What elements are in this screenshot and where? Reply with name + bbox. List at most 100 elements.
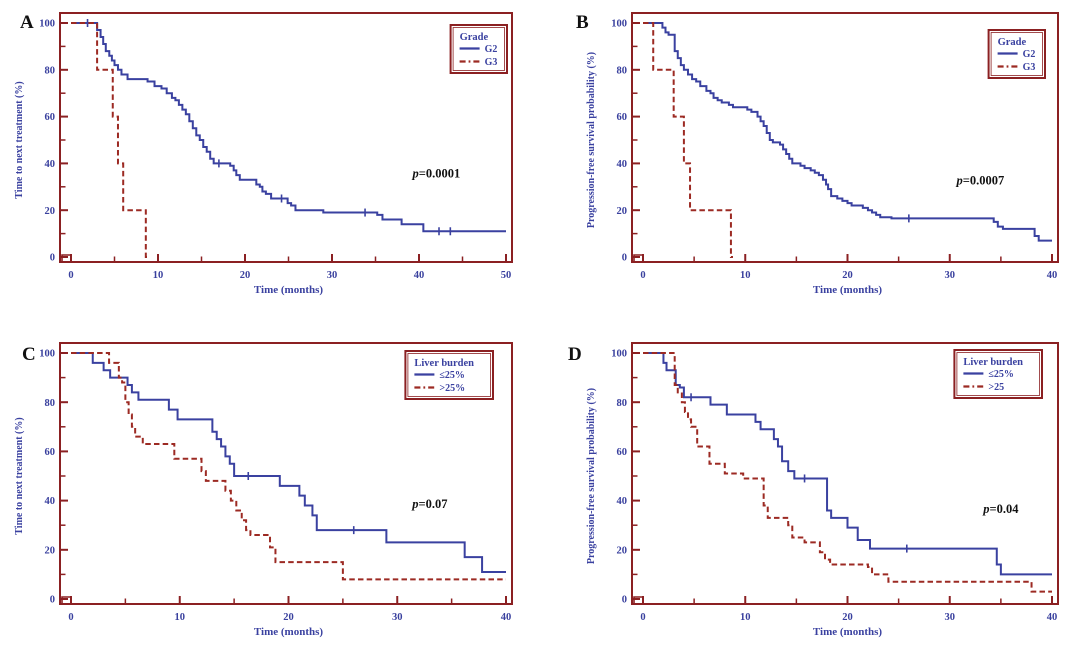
panel-letter: C (22, 344, 36, 365)
x-tick-label: 40 (501, 612, 512, 623)
panel-letter: A (20, 12, 34, 33)
y-tick-label: 60 (617, 112, 628, 123)
plot-border (631, 12, 1059, 263)
x-tick-label: 10 (740, 612, 751, 623)
y-tick-label: 0 (622, 595, 627, 606)
legend-title: Grade (460, 32, 489, 43)
x-tick-label: 20 (842, 612, 853, 623)
y-axis: 0 20 40 60 80 100 (611, 349, 640, 606)
y-axis-label: Time to next treatment (%) (14, 417, 25, 534)
y-axis-label: Time to next treatment (%) (14, 81, 25, 198)
x-tick-label: 10 (175, 612, 186, 623)
p-value-label: p=0.04 (982, 502, 1019, 516)
legend-inner-border (407, 353, 491, 397)
y-tick-label: 20 (45, 206, 56, 217)
x-tick-label: 20 (842, 270, 853, 281)
x-tick-label: 0 (640, 612, 645, 623)
legend-entry-label: G3 (485, 57, 498, 68)
p-value-label: p=0.07 (411, 497, 447, 511)
km-plot-D: 0 10 20 30 40 Time (months) 0 20 40 60 80 100 Progre… (568, 342, 1059, 638)
legend-inner-border (990, 32, 1043, 76)
x-tick-label: 30 (392, 612, 403, 623)
y-tick-label: 40 (617, 496, 628, 507)
legend-title: Liver burden (414, 358, 474, 369)
y-tick-label: 0 (50, 253, 55, 264)
x-tick-label: 40 (1047, 270, 1058, 281)
p-value-label: p=0.0007 (956, 173, 1005, 187)
censor-marks-≤25% (247, 472, 355, 535)
y-tick-label: 60 (45, 112, 56, 123)
panel-d: 0 10 20 30 40 Time (months) 0 20 40 60 80 100 Progre… (540, 320, 1080, 651)
x-tick-label: 40 (1047, 612, 1058, 623)
legend-inner-border (956, 352, 1040, 396)
x-tick-label: 20 (240, 270, 251, 281)
x-axis: 0 10 20 30 40 (640, 596, 1057, 623)
legend-entry-label: ≤25% (988, 369, 1014, 380)
plot-border (59, 12, 513, 263)
y-axis-label: Progression-free survival probability (%… (586, 52, 597, 228)
y-tick-label: 80 (617, 65, 628, 76)
panel-c: 0 10 20 30 40 Time (months) 0 20 40 60 80 100 Time t… (0, 320, 540, 651)
y-tick-label: 100 (39, 19, 55, 30)
p-value-label: p=0.0001 (412, 166, 461, 180)
legend-entry-label: G2 (485, 44, 498, 55)
km-curve-G2 (643, 22, 1052, 242)
legend-entry-label: G2 (1023, 49, 1036, 60)
x-axis: 0 10 20 30 40 (68, 596, 511, 623)
legend: Liver burden≤25% >25% (404, 350, 494, 400)
x-tick-label: 10 (153, 270, 164, 281)
legend-inner-border (452, 27, 505, 71)
legend-entry-label: ≤25% (439, 370, 465, 381)
x-tick-label: 40 (414, 270, 425, 281)
legend: Liver burden≤25% >25 (953, 349, 1043, 399)
x-tick-label: 0 (68, 612, 73, 623)
y-tick-label: 80 (45, 65, 56, 76)
panel-b: 0 10 20 30 40 Time (months) 0 20 40 60 80 100 Progre… (540, 0, 1080, 320)
panel-letter: D (568, 344, 582, 365)
legend-title: Grade (998, 37, 1027, 48)
y-tick-label: 40 (45, 496, 56, 507)
y-axis-label: Progression-free survival probability (%… (586, 388, 597, 564)
x-tick-label: 30 (945, 612, 956, 623)
km-plot-C: 0 10 20 30 40 Time (months) 0 20 40 60 80 100 Time t… (14, 342, 513, 638)
y-axis: 0 20 40 60 80 100 (39, 349, 68, 606)
x-tick-label: 10 (740, 270, 751, 281)
y-tick-label: 20 (617, 206, 628, 217)
x-axis-label: Time (months) (254, 284, 323, 296)
km-curve-≤25% (643, 352, 1052, 576)
x-axis: 0 10 20 30 40 50 (68, 254, 511, 281)
km-plot-A: 0 10 20 30 40 50 Time (months) 0 20 40 60 80 100 Time… (14, 12, 513, 296)
y-tick-label: 100 (39, 349, 55, 360)
y-tick-label: 0 (622, 253, 627, 264)
legend-title: Liver burden (963, 357, 1023, 368)
y-tick-label: 0 (50, 595, 55, 606)
censor-marks-G2 (86, 19, 452, 236)
y-tick-label: 100 (611, 349, 627, 360)
legend-entry-label: G3 (1023, 62, 1036, 73)
censor-marks-≤25% (690, 393, 908, 553)
y-axis: 0 20 40 60 80 100 (611, 19, 640, 264)
y-tick-label: 80 (45, 398, 56, 409)
panel-letter: B (576, 12, 589, 33)
x-tick-label: 20 (283, 612, 294, 623)
y-tick-label: 100 (611, 19, 627, 30)
x-tick-label: 0 (640, 270, 645, 281)
km-plot-B: 0 10 20 30 40 Time (months) 0 20 40 60 80 100 Progre… (576, 12, 1059, 296)
x-tick-label: 30 (327, 270, 338, 281)
km-curve-G3 (643, 22, 733, 258)
y-tick-label: 60 (45, 447, 56, 458)
x-axis: 0 10 20 30 40 (640, 254, 1057, 281)
y-tick-label: 60 (617, 447, 628, 458)
km-curve-G3 (71, 22, 148, 258)
x-tick-label: 50 (501, 270, 512, 281)
y-tick-label: 40 (617, 159, 628, 170)
legend-entry-label: >25% (439, 383, 465, 394)
km-curve-G2 (71, 22, 506, 233)
panel-a: 0 10 20 30 40 50 Time (months) 0 20 40 60 80 100 Time… (0, 0, 540, 320)
y-tick-label: 20 (617, 545, 628, 556)
x-axis-label: Time (months) (254, 626, 323, 638)
legend-entry-label: >25 (988, 382, 1004, 393)
